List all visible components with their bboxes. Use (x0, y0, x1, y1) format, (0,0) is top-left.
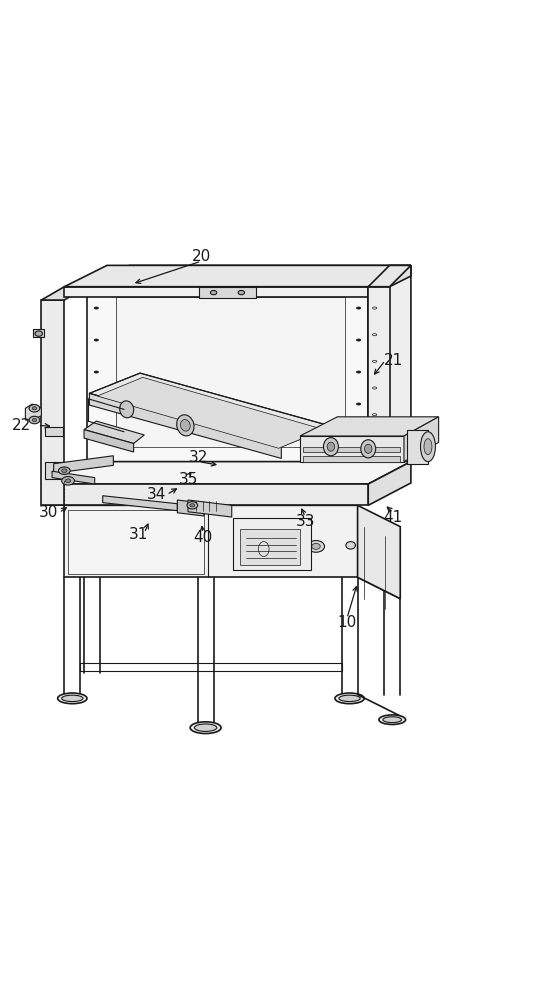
Ellipse shape (211, 290, 217, 295)
Ellipse shape (58, 467, 70, 474)
Ellipse shape (65, 479, 71, 483)
Ellipse shape (29, 405, 40, 412)
Ellipse shape (356, 339, 361, 341)
Polygon shape (90, 373, 332, 447)
Text: 40: 40 (193, 530, 213, 545)
Polygon shape (44, 462, 411, 484)
Ellipse shape (58, 693, 87, 704)
Text: 20: 20 (192, 249, 211, 264)
Ellipse shape (62, 469, 67, 473)
Text: 34: 34 (146, 487, 166, 502)
Polygon shape (404, 417, 438, 462)
Text: 32: 32 (189, 450, 209, 465)
Polygon shape (368, 265, 411, 287)
Ellipse shape (62, 477, 75, 485)
Ellipse shape (346, 542, 355, 549)
Ellipse shape (356, 403, 361, 405)
Ellipse shape (195, 724, 217, 731)
Text: 21: 21 (384, 353, 403, 368)
Bar (240, 529, 300, 565)
Bar (233, 518, 311, 570)
Ellipse shape (32, 418, 36, 422)
Ellipse shape (32, 407, 36, 410)
Polygon shape (64, 265, 411, 287)
Polygon shape (303, 447, 400, 452)
Ellipse shape (190, 722, 221, 734)
Polygon shape (177, 500, 204, 516)
Polygon shape (87, 287, 368, 462)
Polygon shape (64, 505, 358, 577)
Polygon shape (368, 265, 411, 462)
Ellipse shape (94, 435, 99, 437)
Ellipse shape (323, 438, 338, 456)
Polygon shape (54, 456, 114, 473)
Ellipse shape (120, 401, 133, 418)
Ellipse shape (29, 416, 40, 424)
Ellipse shape (177, 415, 194, 436)
Polygon shape (87, 265, 411, 287)
Ellipse shape (339, 695, 360, 702)
Ellipse shape (421, 432, 435, 462)
Ellipse shape (361, 440, 376, 458)
Ellipse shape (181, 420, 190, 431)
Polygon shape (368, 462, 411, 505)
Text: 35: 35 (178, 472, 198, 487)
Ellipse shape (94, 403, 99, 405)
Ellipse shape (62, 695, 83, 702)
Ellipse shape (274, 543, 283, 549)
Polygon shape (98, 377, 324, 448)
Polygon shape (300, 436, 404, 462)
Text: 41: 41 (384, 510, 403, 525)
Polygon shape (90, 393, 281, 458)
Polygon shape (116, 297, 345, 447)
Polygon shape (358, 505, 400, 599)
Polygon shape (41, 300, 64, 505)
Polygon shape (25, 404, 41, 420)
Polygon shape (199, 287, 256, 298)
Polygon shape (45, 427, 63, 436)
Polygon shape (52, 471, 95, 484)
Ellipse shape (335, 693, 364, 704)
Text: 22: 22 (12, 418, 31, 433)
Text: 30: 30 (39, 505, 58, 520)
Polygon shape (407, 430, 428, 464)
Text: 10: 10 (337, 615, 356, 630)
Polygon shape (84, 430, 133, 452)
Polygon shape (45, 462, 64, 479)
Ellipse shape (187, 502, 198, 509)
Ellipse shape (327, 442, 334, 451)
Ellipse shape (379, 715, 406, 724)
Polygon shape (33, 329, 44, 337)
Ellipse shape (238, 290, 244, 295)
Ellipse shape (308, 541, 324, 552)
Ellipse shape (364, 444, 372, 453)
Polygon shape (64, 484, 400, 505)
Ellipse shape (190, 504, 195, 507)
Ellipse shape (270, 541, 287, 552)
Polygon shape (300, 417, 438, 436)
Ellipse shape (94, 339, 99, 341)
Ellipse shape (312, 543, 320, 549)
Polygon shape (44, 484, 368, 505)
Ellipse shape (94, 307, 99, 309)
Polygon shape (41, 287, 87, 300)
Polygon shape (368, 287, 390, 462)
Ellipse shape (424, 439, 432, 455)
Ellipse shape (356, 371, 361, 373)
Text: 31: 31 (129, 527, 148, 542)
Polygon shape (368, 265, 411, 297)
Polygon shape (188, 500, 232, 517)
Ellipse shape (383, 717, 401, 723)
Bar (68, 510, 204, 574)
Polygon shape (103, 496, 177, 511)
Polygon shape (84, 421, 144, 443)
Ellipse shape (35, 331, 42, 336)
Ellipse shape (94, 371, 99, 373)
Ellipse shape (356, 307, 361, 309)
Polygon shape (64, 287, 368, 297)
Ellipse shape (356, 435, 361, 437)
Text: 33: 33 (295, 514, 315, 529)
Polygon shape (44, 484, 64, 505)
Polygon shape (303, 456, 400, 462)
